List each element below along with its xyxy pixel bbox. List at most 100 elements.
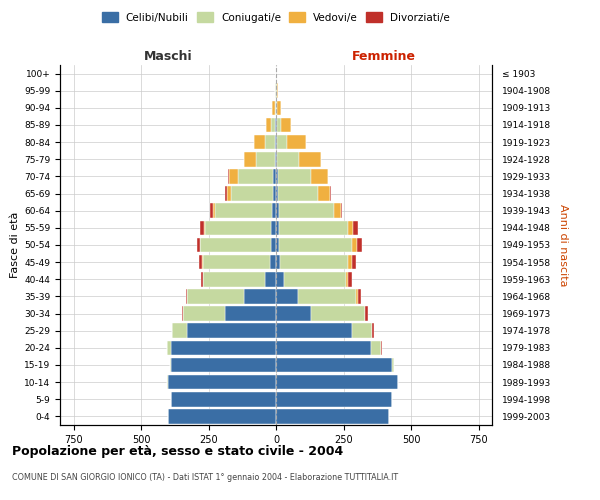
Bar <box>271 118 275 132</box>
Bar <box>187 324 276 338</box>
Bar <box>373 324 374 338</box>
Bar <box>276 306 311 321</box>
Bar <box>277 100 281 115</box>
Bar <box>227 186 232 201</box>
Bar <box>229 169 238 184</box>
Bar <box>203 255 270 270</box>
Bar <box>244 289 276 304</box>
Bar <box>215 204 272 218</box>
Bar <box>274 169 276 184</box>
Bar <box>279 238 352 252</box>
Bar <box>278 169 311 184</box>
Bar <box>277 152 299 166</box>
Bar <box>348 255 352 270</box>
Bar <box>168 375 276 390</box>
Bar <box>334 204 341 218</box>
Bar <box>167 340 171 355</box>
Legend: Celibi/Nubili, Coniugati/e, Vedovi/e, Divorziati/e: Celibi/Nubili, Coniugati/e, Vedovi/e, Di… <box>100 10 452 24</box>
Bar <box>357 238 362 252</box>
Bar <box>232 186 274 201</box>
Bar <box>276 392 392 406</box>
Bar <box>277 84 278 98</box>
Bar <box>172 324 187 338</box>
Bar <box>225 306 276 321</box>
Bar <box>270 255 276 270</box>
Bar <box>265 135 275 150</box>
Bar <box>352 255 356 270</box>
Bar <box>276 340 371 355</box>
Bar <box>276 289 298 304</box>
Bar <box>275 152 276 166</box>
Bar <box>211 204 212 218</box>
Bar <box>185 289 187 304</box>
Bar <box>212 204 215 218</box>
Bar <box>199 255 202 270</box>
Bar <box>266 118 271 132</box>
Bar <box>276 220 278 235</box>
Bar <box>274 186 276 201</box>
Bar <box>352 238 357 252</box>
Bar <box>271 238 276 252</box>
Bar <box>276 100 277 115</box>
Bar <box>254 135 265 150</box>
Bar <box>200 220 203 235</box>
Bar <box>275 100 276 115</box>
Text: Femmine: Femmine <box>352 50 416 62</box>
Bar <box>276 169 278 184</box>
Bar <box>311 169 328 184</box>
Y-axis label: Fasce di età: Fasce di età <box>10 212 20 278</box>
Bar <box>318 186 330 201</box>
Bar <box>278 204 334 218</box>
Bar <box>358 289 361 304</box>
Bar <box>276 409 389 424</box>
Bar <box>203 220 205 235</box>
Bar <box>277 135 287 150</box>
Bar <box>276 358 392 372</box>
Bar <box>347 220 353 235</box>
Bar <box>205 220 271 235</box>
Bar <box>365 306 368 321</box>
Bar <box>278 186 318 201</box>
Bar <box>272 204 276 218</box>
Bar <box>225 186 227 201</box>
Bar <box>276 238 279 252</box>
Bar <box>182 306 183 321</box>
Bar <box>341 204 342 218</box>
Bar <box>298 289 356 304</box>
Bar <box>171 358 276 372</box>
Bar <box>299 152 320 166</box>
Bar <box>271 220 276 235</box>
Bar <box>201 272 203 286</box>
Bar <box>353 220 358 235</box>
Bar <box>276 255 280 270</box>
Bar <box>171 392 276 406</box>
Bar <box>203 272 265 286</box>
Bar <box>200 238 271 252</box>
Bar <box>256 152 275 166</box>
Bar <box>352 324 372 338</box>
Bar <box>347 272 352 286</box>
Bar <box>276 204 278 218</box>
Bar <box>187 289 244 304</box>
Bar <box>278 220 347 235</box>
Bar <box>280 255 348 270</box>
Bar <box>244 152 256 166</box>
Bar <box>276 324 352 338</box>
Text: Popolazione per età, sesso e stato civile - 2004: Popolazione per età, sesso e stato civil… <box>12 445 343 458</box>
Bar <box>277 118 281 132</box>
Bar <box>276 186 278 201</box>
Bar <box>392 358 394 372</box>
Bar <box>170 358 171 372</box>
Bar <box>284 272 346 286</box>
Bar <box>311 306 365 321</box>
Bar <box>281 118 292 132</box>
Y-axis label: Anni di nascita: Anni di nascita <box>557 204 568 286</box>
Text: COMUNE DI SAN GIORGIO IONICO (TA) - Dati ISTAT 1° gennaio 2004 - Elaborazione TU: COMUNE DI SAN GIORGIO IONICO (TA) - Dati… <box>12 473 398 482</box>
Bar <box>276 375 398 390</box>
Bar <box>265 272 276 286</box>
Bar <box>171 340 276 355</box>
Bar <box>276 152 277 166</box>
Bar <box>238 169 274 184</box>
Bar <box>197 238 200 252</box>
Bar <box>276 272 284 286</box>
